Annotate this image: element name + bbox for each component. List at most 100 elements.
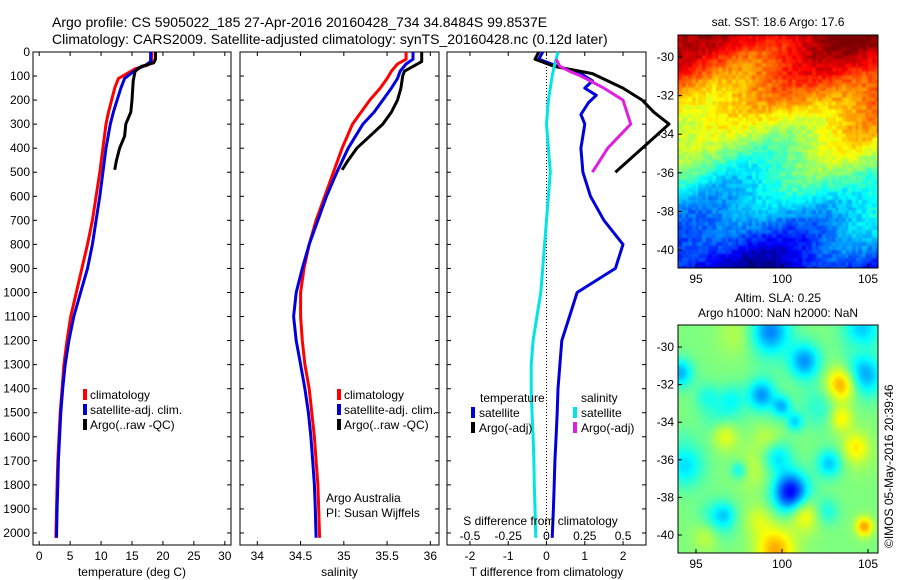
map-x-tick-label: 100	[772, 557, 792, 571]
y-tick-label: 600	[10, 189, 30, 203]
y-tick-label: 1300	[3, 358, 30, 372]
y-tick-label: 1600	[3, 430, 30, 444]
series-line	[529, 51, 560, 538]
x-tick-label: 0	[543, 549, 550, 563]
x-tick-label: 5	[67, 549, 74, 563]
annotation-text: PI: Susan Wijffels	[326, 506, 420, 520]
series-line	[533, 51, 671, 174]
map-x-tick-label: 95	[689, 557, 703, 571]
y-tick-label: 1100	[4, 310, 30, 324]
series-line	[113, 52, 157, 171]
legend-label: Argo(..raw -QC)	[90, 418, 175, 432]
legend-label: satellite-adj. clim.	[344, 403, 436, 417]
x-tick-label: 34.5	[289, 549, 313, 563]
legend-swatch	[337, 404, 341, 415]
x-tick-label: 25	[187, 549, 201, 563]
sla-map: Altim. SLA: 0.25 Argo h1000: NaN h2000: …	[657, 291, 879, 571]
y-tick-label: 800	[10, 237, 30, 251]
legend-swatch	[337, 389, 341, 400]
map-y-tick-label: -34	[657, 127, 675, 141]
top-x-tick-label: -0.5	[460, 529, 481, 543]
y-tick-label: 200	[10, 93, 30, 107]
series-line	[554, 58, 633, 174]
x-tick-label: 2	[620, 549, 627, 563]
map-y-tick-label: -38	[657, 490, 675, 504]
y-tick-label: 500	[10, 165, 30, 179]
sst-map-image	[678, 35, 878, 268]
plot-frame	[32, 51, 232, 546]
sst-map-frame	[677, 34, 879, 269]
y-tick-label: 400	[10, 141, 30, 155]
x-tick-label: -2	[465, 549, 476, 563]
top-x-tick-label: 0.25	[573, 529, 597, 543]
x-tick-label: 15	[125, 549, 139, 563]
legend-label: satellite	[479, 406, 520, 420]
legend-title: temperature	[480, 391, 545, 405]
x-tick-label: 36	[424, 549, 438, 563]
y-tick-label: 1200	[3, 334, 30, 348]
header-line-2: Climatology: CARS2009. Satellite-adjuste…	[52, 31, 608, 47]
y-tick-label: 2000	[3, 526, 30, 540]
top-x-tick-label: 0.5	[615, 529, 632, 543]
legend-label: climatology	[344, 388, 404, 402]
x-tick-label: 35.5	[375, 549, 399, 563]
x-tick-label: 20	[156, 549, 170, 563]
legend-label: Argo(..raw -QC)	[344, 418, 429, 432]
map-y-tick-label: -34	[657, 415, 675, 429]
y-tick-label: 1700	[3, 454, 30, 468]
map-y-tick-label: -32	[657, 378, 675, 392]
x-tick-label: 0	[36, 549, 43, 563]
y-tick-label: 300	[10, 117, 30, 131]
y-tick-label: 1000	[3, 285, 30, 299]
series-line	[292, 52, 415, 538]
x-axis-label: salinity	[321, 565, 358, 579]
sla-map-image	[678, 325, 878, 553]
legend-label: satellite	[581, 406, 622, 420]
temperature-panel: 0100200300400500600700800900100011001200…	[3, 45, 232, 579]
footer-timestamp: ©IMOS 05-May-2016 20:39:46	[882, 384, 896, 548]
legend-swatch	[337, 419, 341, 430]
map-y-tick-label: -36	[657, 453, 675, 467]
sla-map-frame	[677, 324, 879, 554]
top-x-tick-label: -0.25	[495, 529, 523, 543]
legend-label: Argo(-adj)	[581, 421, 634, 435]
map-y-tick-label: -30	[657, 50, 675, 64]
sst-map: sat. SST: 18.6 Argo: 17.6 -30 -32 -34 -36 -3…	[657, 15, 879, 286]
map-x-tick-label: 105	[858, 272, 878, 286]
y-tick-label: 0	[23, 45, 30, 59]
y-tick-label: 1800	[3, 478, 30, 492]
legend-label: Argo(-adj)	[479, 421, 532, 435]
y-tick-label: 1500	[3, 406, 30, 420]
x-tick-label: -1	[503, 549, 514, 563]
difference-panel: -2 -1 0 1 2 T difference from climatology temp…	[446, 51, 671, 579]
x-axis-label: T difference from climatology	[470, 565, 624, 579]
y-tick-label: 1900	[3, 502, 30, 516]
map-y-tick-label: -40	[657, 528, 675, 542]
y-tick-label: 1400	[3, 382, 30, 396]
plot-frame	[239, 51, 440, 546]
legend-swatch	[573, 422, 577, 433]
map-x-tick-label: 95	[689, 272, 703, 286]
annotation-text: Argo Australia	[326, 491, 401, 505]
legend-swatch	[471, 407, 475, 418]
legend-swatch	[471, 422, 475, 433]
legend-swatch	[83, 389, 87, 400]
map-y-tick-label: -32	[657, 89, 675, 103]
x-tick-label: 34	[251, 549, 265, 563]
sst-map-title: sat. SST: 18.6 Argo: 17.6	[712, 15, 845, 29]
x-tick-label: 10	[94, 549, 108, 563]
sla-map-title-2: Argo h1000: NaN h2000: NaN	[698, 306, 858, 320]
legend-swatch	[83, 419, 87, 430]
x-axis-label: temperature (deg C)	[78, 565, 186, 579]
legend-swatch	[83, 404, 87, 415]
legend-title: salinity	[581, 391, 618, 405]
map-y-tick-label: -40	[657, 243, 675, 257]
map-y-tick-label: -38	[657, 204, 675, 218]
series-line	[537, 51, 625, 538]
top-x-tick-label: 0	[543, 529, 550, 543]
map-x-tick-label: 100	[772, 272, 792, 286]
legend-label: satellite-adj. clim.	[90, 403, 182, 417]
legend-swatch	[573, 407, 577, 418]
map-y-tick-label: -30	[657, 340, 675, 354]
